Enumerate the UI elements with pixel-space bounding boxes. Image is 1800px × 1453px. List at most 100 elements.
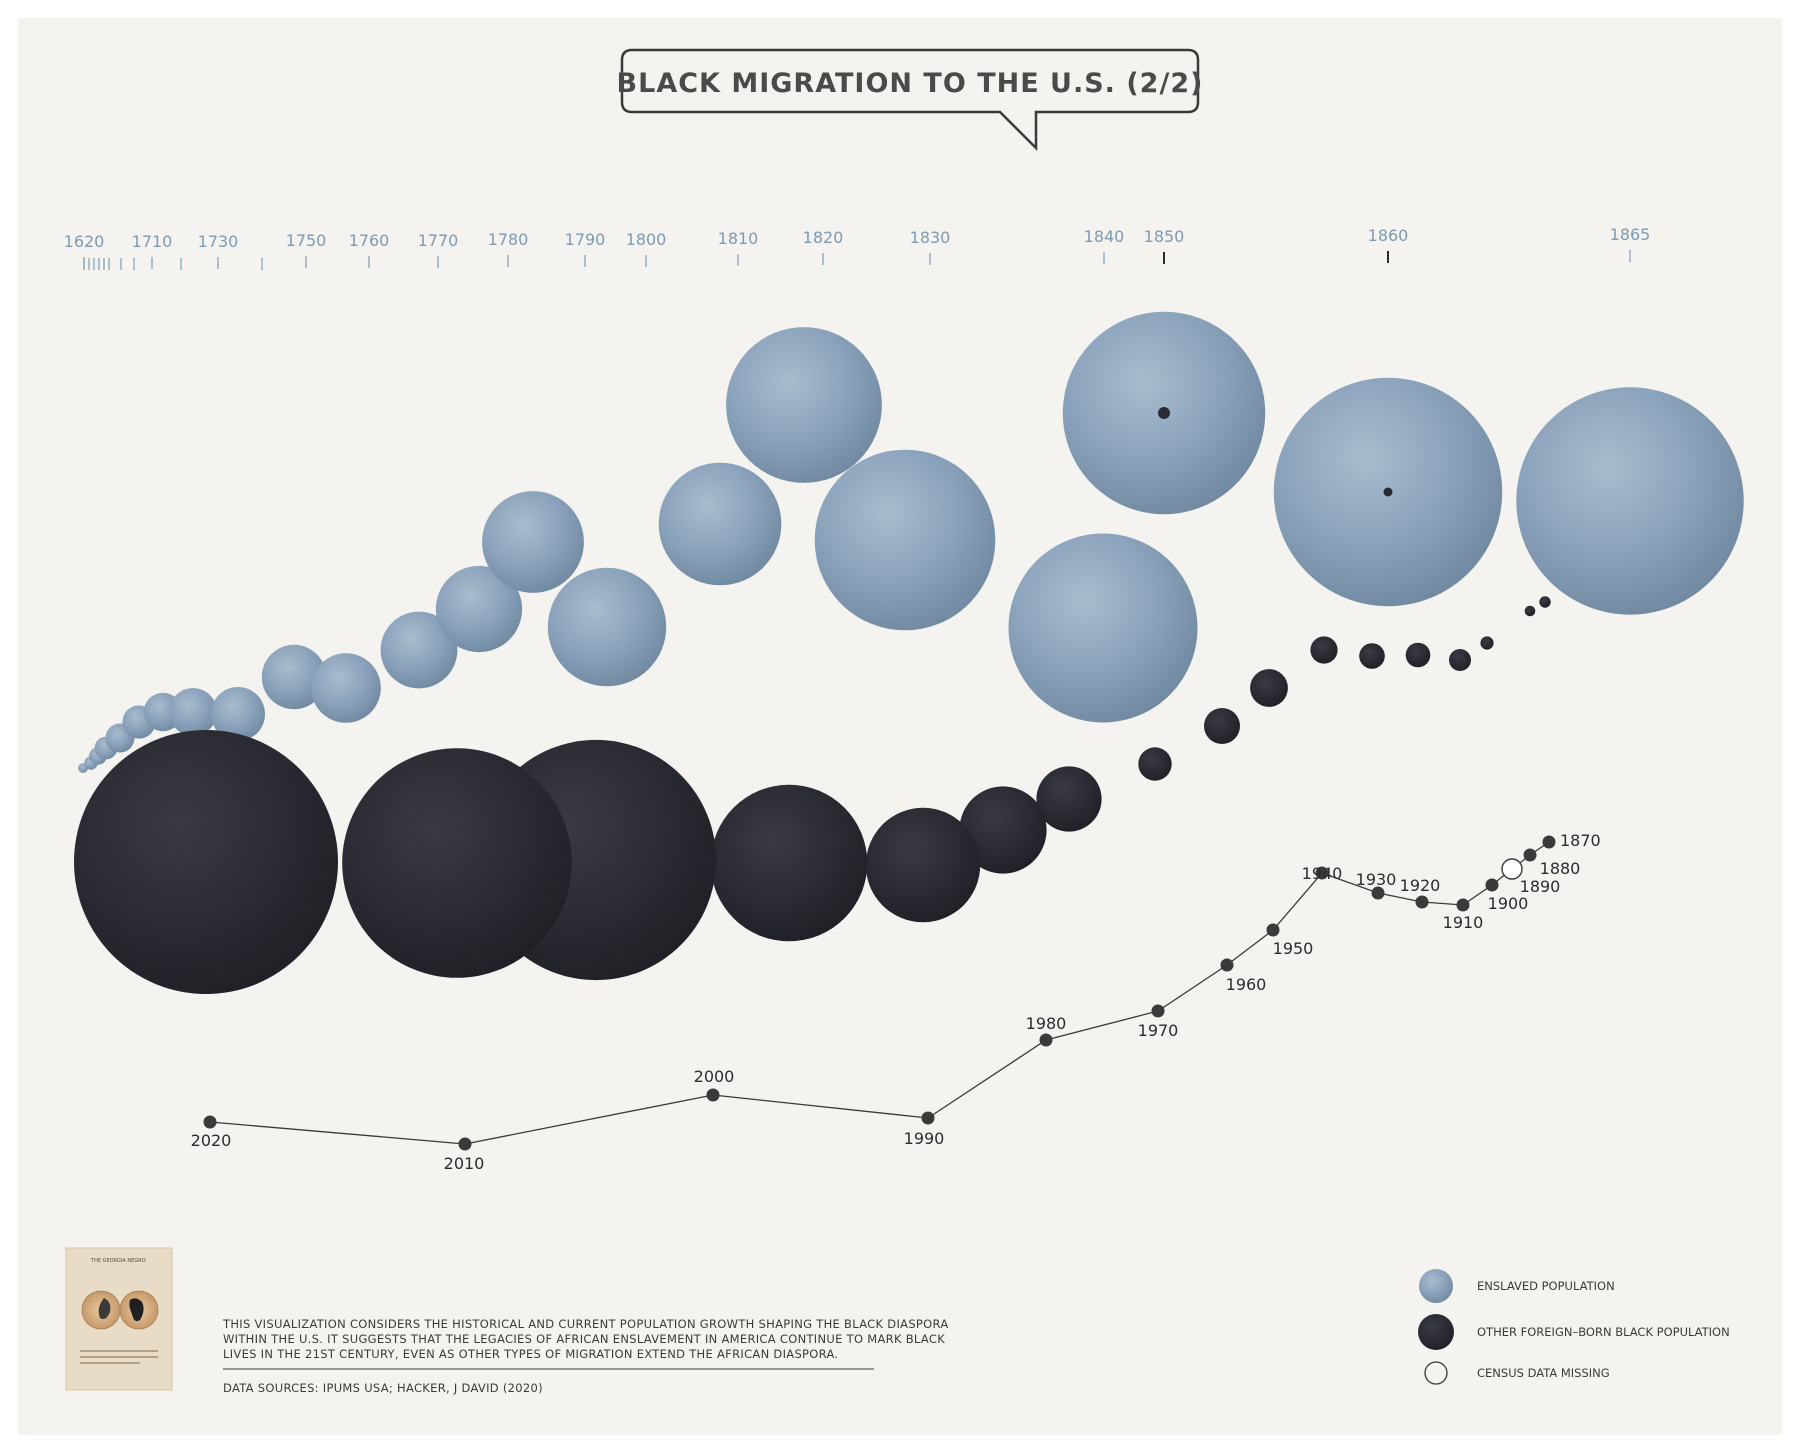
foreign-bubble-1960 xyxy=(1036,766,1102,832)
census-point-2010 xyxy=(458,1137,472,1151)
enslaved-bubble-1780 xyxy=(380,611,458,689)
paper-sheet xyxy=(18,18,1782,1435)
description-line-2: WITHIN THE U.S. IT SUGGESTS THAT THE LEG… xyxy=(223,1332,945,1346)
foreign-bubble-2020 xyxy=(74,730,338,994)
timeline-label-1860: 1860 xyxy=(1368,226,1409,245)
foreign-bubble-1910 xyxy=(1359,643,1385,669)
foreign-born-bubbles xyxy=(74,596,1551,994)
timeline-label-1840: 1840 xyxy=(1084,227,1125,246)
census-point-1910 xyxy=(1456,898,1470,912)
timeline-label-1810: 1810 xyxy=(718,229,759,248)
legend-missing-swatch xyxy=(1424,1361,1448,1385)
thumbnail-continent-shape xyxy=(129,1298,144,1322)
foreign-bubble-1930 xyxy=(1250,669,1288,707)
census-point-1930 xyxy=(1371,886,1385,900)
census-label-1910: 1910 xyxy=(1443,913,1484,932)
timeline-label-1800: 1800 xyxy=(626,230,667,249)
description-line-3: LIVES IN THE 21ST CENTURY, EVEN AS OTHER… xyxy=(223,1347,838,1361)
timeline-label-1780: 1780 xyxy=(488,230,529,249)
foreign-bubble-1940 xyxy=(1204,708,1240,744)
timeline-label-1730: 1730 xyxy=(198,232,239,251)
timeline-label-1790: 1790 xyxy=(565,230,606,249)
census-label-2020: 2020 xyxy=(191,1131,232,1150)
timeline-label-1865: 1865 xyxy=(1610,225,1651,244)
description-line-1: THIS VISUALIZATION CONSIDERS THE HISTORI… xyxy=(222,1317,949,1331)
timeline-label-1760: 1760 xyxy=(349,231,390,250)
timeline-label-1620: 1620 xyxy=(64,232,105,251)
foreign-bubble-1890 xyxy=(1449,649,1471,671)
enslaved-bubble-1820 xyxy=(726,327,882,483)
thumbnail-georgia-negro: THE GEORGIA NEGRO. xyxy=(65,1247,173,1391)
census-point-1960 xyxy=(1220,958,1234,972)
census-point-1880 xyxy=(1523,848,1537,862)
foreign-bubble-1880 xyxy=(1480,636,1494,650)
census-point-1890 xyxy=(1501,858,1523,880)
timeline-label-1750: 1750 xyxy=(286,231,327,250)
census-point-1950 xyxy=(1266,923,1280,937)
timeline-label-1830: 1830 xyxy=(910,228,951,247)
enslaved-bubble-1830 xyxy=(814,449,996,631)
enslaved-bubble-1840 xyxy=(1008,533,1198,723)
thumbnail-text-lines xyxy=(80,1356,158,1358)
census-label-1990: 1990 xyxy=(904,1129,945,1148)
census-point-1970 xyxy=(1151,1004,1165,1018)
thumbnail-continent-shape-left xyxy=(98,1298,111,1320)
census-point-1940 xyxy=(1315,866,1329,880)
census-label-2010: 2010 xyxy=(444,1154,485,1173)
census-label-1930: 1930 xyxy=(1356,870,1397,889)
census-point-2000 xyxy=(706,1088,720,1102)
foreign-bubble-1970 xyxy=(959,786,1047,874)
page-title: BLACK MIGRATION TO THE U.S. (2/2) xyxy=(617,68,1204,99)
enslaved-bubble-1800 xyxy=(547,567,667,687)
census-label-1870: 1870 xyxy=(1560,831,1601,850)
thumbnail-title: THE GEORGIA NEGRO. xyxy=(90,1258,147,1264)
census-label-1890: 1890 xyxy=(1520,877,1561,896)
enslaved-bubble-1785 xyxy=(435,565,523,653)
enslaved-bubble-1760 xyxy=(211,687,265,741)
census-point-2020 xyxy=(203,1115,217,1129)
marker-dot-1850 xyxy=(1158,407,1170,419)
legend-missing-label: CENSUS DATA MISSING xyxy=(1477,1366,1610,1380)
legend: ENSLAVED POPULATION OTHER FOREIGN–BORN B… xyxy=(1418,1269,1730,1385)
legend-enslaved-swatch xyxy=(1419,1269,1453,1303)
foreign-bubble-1950 xyxy=(1138,747,1172,781)
timeline-axis: 1620 1710 1730 1750 1760 1770 1780 1790 1800 1810… xyxy=(64,225,1651,270)
census-line xyxy=(209,841,1550,1145)
foreign-bubble-1990 xyxy=(710,784,868,942)
census-label-1980: 1980 xyxy=(1026,1014,1067,1033)
title-bubble: BLACK MIGRATION TO THE U.S. (2/2) xyxy=(617,48,1204,152)
thumbnail-text-lines xyxy=(80,1350,158,1352)
census-point-1990 xyxy=(921,1111,935,1125)
census-point-1870 xyxy=(1542,835,1556,849)
speech-bubble-shape xyxy=(620,48,1200,152)
census-label-1960: 1960 xyxy=(1226,975,1267,994)
census-point-1980 xyxy=(1039,1033,1053,1047)
census-label-1900: 1900 xyxy=(1488,894,1529,913)
legend-foreign-label: OTHER FOREIGN–BORN BLACK POPULATION xyxy=(1477,1325,1730,1339)
foreign-bubble-1900 xyxy=(1405,642,1431,668)
timeline-label-1850: 1850 xyxy=(1144,227,1185,246)
legend-foreign-swatch xyxy=(1418,1314,1454,1350)
census-label-1920: 1920 xyxy=(1400,876,1441,895)
data-sources: DATA SOURCES: IPUMS USA; HACKER, J DAVID… xyxy=(223,1381,543,1395)
census-label-1880: 1880 xyxy=(1540,859,1581,878)
enslaved-bubble-1755 xyxy=(169,688,217,736)
timeline-label-1770: 1770 xyxy=(418,231,459,250)
census-label-1970: 1970 xyxy=(1138,1021,1179,1040)
enslaved-bubble-1790 xyxy=(482,491,584,593)
foreign-bubble-1865 xyxy=(1524,605,1536,617)
enslaved-bubble-1770 xyxy=(261,644,327,710)
foreign-bubble-1870 xyxy=(1539,596,1551,608)
census-label-2000: 2000 xyxy=(694,1067,735,1086)
census-point-1900 xyxy=(1485,878,1499,892)
marker-dot-1860 xyxy=(1383,487,1393,497)
foreign-bubble-2010 xyxy=(342,748,572,978)
enslaved-bubbles xyxy=(78,311,1744,773)
census-label-1940: 1940 xyxy=(1302,864,1343,883)
foreign-bubble-1980 xyxy=(865,807,981,923)
enslaved-bubble-1865 xyxy=(1516,387,1744,615)
timeline-label-1710: 1710 xyxy=(132,232,173,251)
legend-enslaved-label: ENSLAVED POPULATION xyxy=(1477,1279,1615,1293)
timeline-label-1820: 1820 xyxy=(803,228,844,247)
